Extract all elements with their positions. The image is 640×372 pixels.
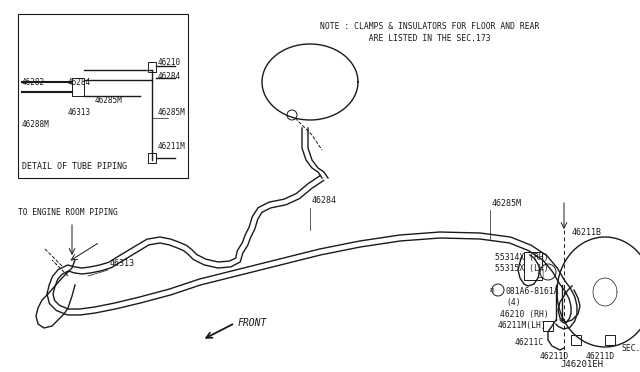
Text: 46285M: 46285M [492,199,522,208]
Text: B: B [489,288,493,292]
Text: 46313: 46313 [68,108,91,117]
Text: 46282: 46282 [22,78,45,87]
Bar [72,78,84,96]
Text: 46285M: 46285M [95,96,123,105]
Text: J46201EH: J46201EH [560,360,603,369]
Text: 081A6-8161A: 081A6-8161A [506,287,559,296]
Text: 46211M: 46211M [158,142,186,151]
Bar [18,14,188,178]
Text: 46211B: 46211B [572,228,602,237]
Text: 46211D: 46211D [540,352,569,361]
Text: 46211M(LH): 46211M(LH) [498,321,547,330]
Text: 46284: 46284 [68,78,91,87]
Text: 46284: 46284 [158,72,181,81]
Circle shape [492,284,504,296]
Text: 46210: 46210 [158,58,181,67]
Text: 46313: 46313 [110,259,135,268]
Text: 46285M: 46285M [158,108,186,117]
Circle shape [287,110,297,120]
Text: 46288M: 46288M [22,120,50,129]
Text: SEC.441: SEC.441 [622,344,640,353]
Bar [524,252,542,280]
Text: 55314X (RH): 55314X (RH) [495,253,548,262]
Bar [605,335,615,345]
Text: ARE LISTED IN THE SEC.173: ARE LISTED IN THE SEC.173 [320,34,491,43]
Text: 55315X (LH): 55315X (LH) [495,264,548,273]
Bar [148,153,156,163]
Bar [148,62,156,72]
Text: DETAIL OF TUBE PIPING: DETAIL OF TUBE PIPING [22,162,127,171]
Text: Ⓑ: Ⓑ [537,267,543,277]
Text: 46211D: 46211D [586,352,615,361]
Text: (4): (4) [506,298,520,307]
Text: 46284: 46284 [312,196,337,205]
Text: FRONT: FRONT [238,318,268,328]
Text: TO ENGINE ROOM PIPING: TO ENGINE ROOM PIPING [18,208,118,217]
Circle shape [540,264,556,280]
Text: NOTE : CLAMPS & INSULATORS FOR FLOOR AND REAR: NOTE : CLAMPS & INSULATORS FOR FLOOR AND… [320,22,540,31]
Bar [543,321,553,331]
Text: 46210 (RH): 46210 (RH) [500,310,548,319]
Bar [571,335,581,345]
Text: 46211C: 46211C [515,338,544,347]
